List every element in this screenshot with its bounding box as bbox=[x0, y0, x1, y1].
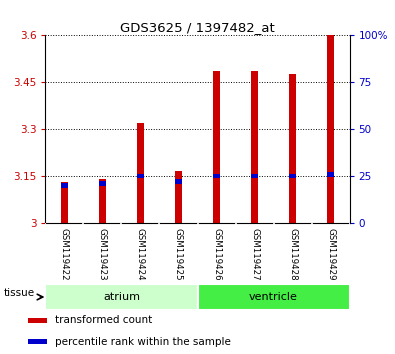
Bar bbox=[289, 74, 296, 223]
Text: GSM119426: GSM119426 bbox=[212, 228, 221, 280]
Bar bbox=[175, 179, 182, 184]
Bar bbox=[289, 174, 296, 178]
Title: GDS3625 / 1397482_at: GDS3625 / 1397482_at bbox=[120, 21, 275, 34]
Bar bbox=[28, 318, 47, 323]
Bar bbox=[251, 174, 258, 178]
Text: GSM119422: GSM119422 bbox=[60, 228, 69, 280]
Bar bbox=[61, 182, 68, 223]
Text: percentile rank within the sample: percentile rank within the sample bbox=[55, 337, 231, 347]
Text: atrium: atrium bbox=[103, 292, 140, 302]
Text: GSM119427: GSM119427 bbox=[250, 228, 259, 280]
Bar bbox=[175, 171, 182, 223]
Bar bbox=[137, 174, 144, 178]
Bar bbox=[213, 72, 220, 223]
Text: GSM119428: GSM119428 bbox=[288, 228, 297, 280]
Bar bbox=[198, 284, 350, 310]
Text: GSM119424: GSM119424 bbox=[136, 228, 145, 280]
Text: GSM119425: GSM119425 bbox=[174, 228, 183, 280]
Bar bbox=[327, 172, 334, 177]
Bar bbox=[99, 179, 106, 223]
Bar bbox=[251, 72, 258, 223]
Bar bbox=[137, 123, 144, 223]
Text: tissue: tissue bbox=[4, 289, 35, 298]
Bar bbox=[213, 174, 220, 178]
Text: ventricle: ventricle bbox=[249, 292, 298, 302]
Text: GSM119429: GSM119429 bbox=[326, 228, 335, 280]
Bar bbox=[99, 181, 106, 186]
Bar bbox=[28, 339, 47, 344]
Text: transformed count: transformed count bbox=[55, 315, 152, 325]
Bar bbox=[45, 284, 198, 310]
Text: GSM119423: GSM119423 bbox=[98, 228, 107, 280]
Bar bbox=[327, 35, 334, 223]
Bar bbox=[61, 183, 68, 188]
